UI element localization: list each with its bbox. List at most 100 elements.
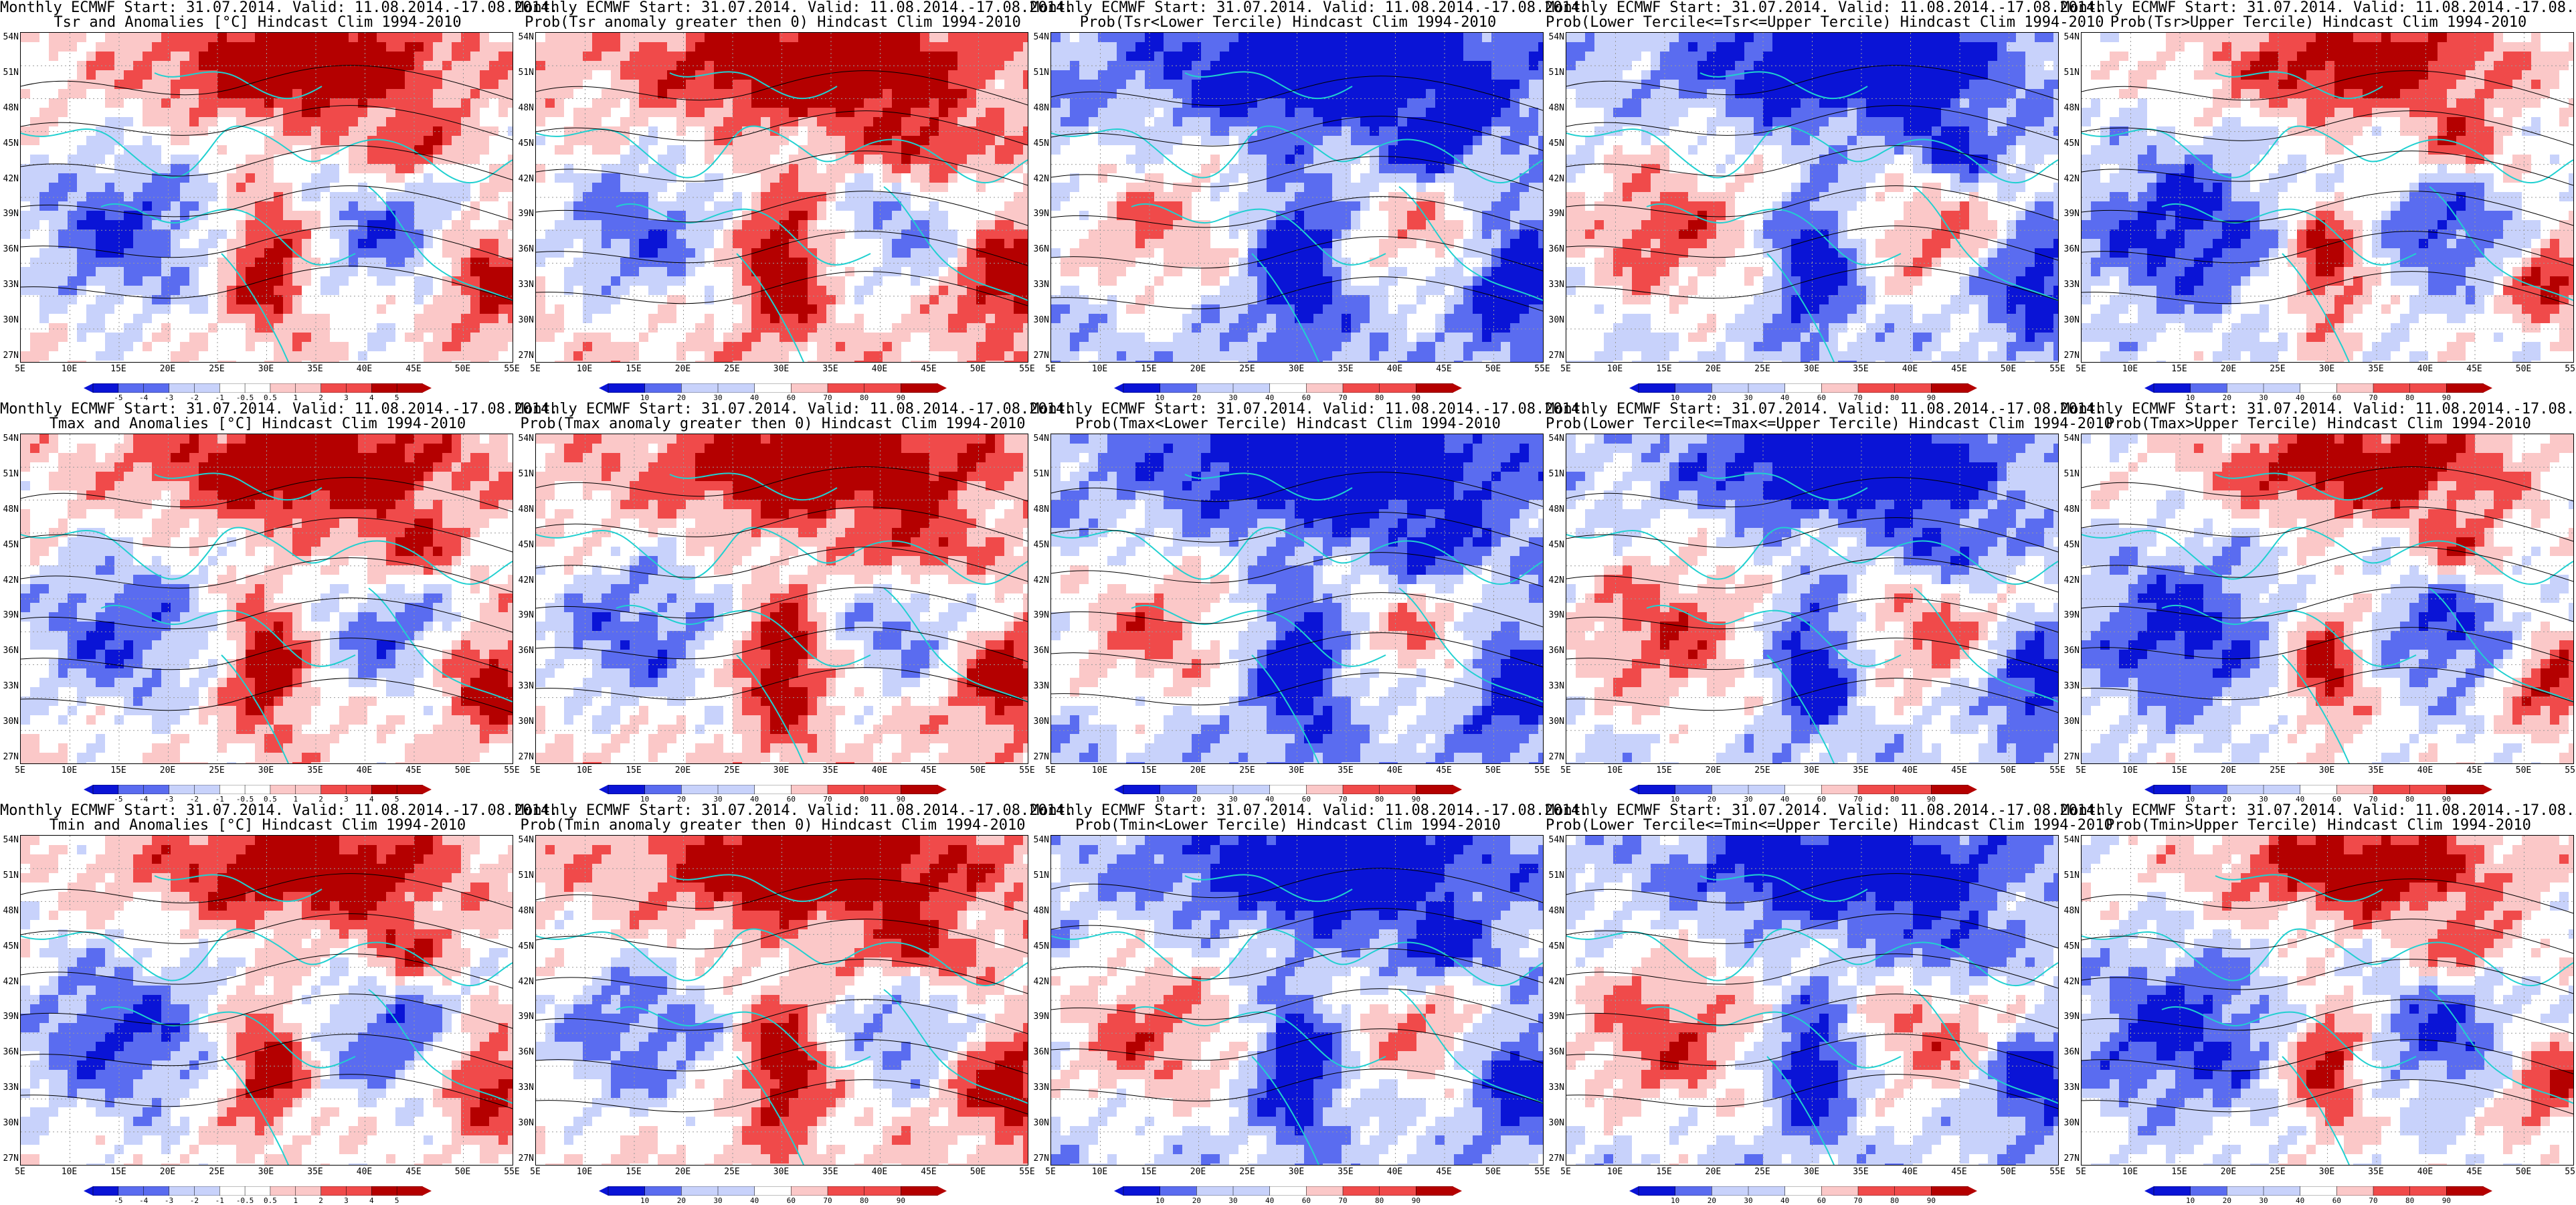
map-panel: Monthly ECMWF Start: 31.07.2014. Valid: …: [2061, 803, 2576, 1204]
y-tick-label: 45N: [515, 540, 534, 550]
x-tick-label: 5E: [7, 364, 33, 374]
panel-title-line2: Prob(Tmax>Upper Tercile) Hindcast Clim 1…: [2061, 416, 2576, 432]
colorbar-tick-label: 20: [1186, 1196, 1206, 1205]
y-tick-label: 39N: [1030, 1012, 1049, 1022]
x-tick-label: 50E: [965, 1167, 992, 1177]
colorbar-tick-label: 40: [1260, 1196, 1280, 1205]
colorbar-tick-label: 3: [336, 1196, 356, 1205]
x-tick-label: 5E: [1037, 1167, 1064, 1177]
colorbar: [599, 784, 947, 794]
x-tick-label: 20E: [670, 1167, 697, 1177]
y-tick-label: 42N: [1030, 174, 1049, 184]
colorbar: [84, 1186, 432, 1195]
x-tick-label: 35E: [1332, 364, 1359, 374]
x-tick-label: 35E: [2363, 765, 2389, 775]
y-tick-label: 30N: [2061, 315, 2080, 325]
x-tick-label: 15E: [2166, 765, 2193, 775]
map-panel: Monthly ECMWF Start: 31.07.2014. Valid: …: [1030, 803, 1546, 1204]
y-tick-label: 54N: [515, 434, 534, 444]
colorbar-tick-label: 2: [311, 1196, 331, 1205]
y-tick-label: 33N: [2061, 280, 2080, 290]
colorbar-tick-label: 60: [1811, 1196, 1831, 1205]
panel-title-line2: Prob(Tsr anomaly greater then 0) Hindcas…: [515, 15, 1030, 31]
x-tick-label: 35E: [1847, 364, 1874, 374]
x-tick-label: 25E: [1749, 765, 1776, 775]
x-tick-label: 50E: [1995, 765, 2022, 775]
x-tick-label: 10E: [56, 364, 83, 374]
x-tick-label: 35E: [1332, 1167, 1359, 1177]
y-tick-label: 54N: [1030, 434, 1049, 444]
colorbar-tick-label: -0.5: [235, 1196, 255, 1205]
colorbar: [84, 383, 432, 392]
x-tick-label: 25E: [719, 765, 745, 775]
x-tick-label: 10E: [56, 765, 83, 775]
y-tick-label: 54N: [1546, 835, 1564, 845]
x-tick-label: 45E: [1431, 765, 1457, 775]
x-tick-label: 45E: [2461, 364, 2488, 374]
x-tick-label: 30E: [1283, 765, 1310, 775]
y-tick-label: 33N: [2061, 1083, 2080, 1093]
x-tick-label: 15E: [1651, 765, 1677, 775]
x-tick-label: 25E: [1234, 364, 1261, 374]
x-tick-label: 30E: [253, 364, 280, 374]
x-tick-label: 20E: [1185, 364, 1212, 374]
x-tick-label: 15E: [2166, 364, 2193, 374]
x-tick-label: 20E: [670, 765, 697, 775]
colorbar-tick-label: 90: [891, 1196, 911, 1205]
colorbar: [1629, 784, 1977, 794]
y-tick-label: 30N: [1030, 717, 1049, 727]
x-tick-label: 30E: [2314, 1167, 2340, 1177]
x-tick-label: 5E: [1037, 765, 1064, 775]
colorbar-tick-label: 40: [1775, 1196, 1795, 1205]
map-panel: Monthly ECMWF Start: 31.07.2014. Valid: …: [515, 803, 1030, 1204]
colorbar-tick-label: 40: [2290, 1196, 2310, 1205]
colorbar: [1114, 1186, 1462, 1195]
x-tick-label: 30E: [1283, 1167, 1310, 1177]
x-tick-label: 40E: [2412, 1167, 2439, 1177]
y-tick-label: 36N: [2061, 646, 2080, 656]
y-tick-label: 39N: [1030, 610, 1049, 620]
map-area: [535, 835, 1028, 1166]
x-tick-label: 40E: [1382, 765, 1408, 775]
y-tick-label: 27N: [515, 351, 534, 361]
x-tick-label: 5E: [7, 1167, 33, 1177]
x-tick-label: 30E: [1799, 765, 1825, 775]
x-tick-label: 10E: [1602, 364, 1629, 374]
x-tick-label: 15E: [2166, 1167, 2193, 1177]
y-tick-label: 51N: [0, 870, 19, 880]
x-tick-label: 45E: [1946, 765, 1972, 775]
x-tick-label: 5E: [1037, 364, 1064, 374]
y-tick-label: 39N: [1546, 209, 1564, 219]
colorbar: [1114, 383, 1462, 392]
y-tick-label: 45N: [2061, 941, 2080, 951]
x-tick-label: 55E: [2559, 1167, 2576, 1177]
x-tick-label: 10E: [56, 1167, 83, 1177]
y-tick-label: 39N: [2061, 610, 2080, 620]
y-tick-label: 39N: [515, 209, 534, 219]
x-tick-label: 35E: [817, 765, 844, 775]
y-tick-label: 54N: [515, 835, 534, 845]
colorbar-tick-label: 4: [361, 1196, 381, 1205]
x-tick-label: 45E: [915, 364, 942, 374]
y-tick-label: 51N: [1546, 870, 1564, 880]
x-tick-label: 20E: [2215, 364, 2242, 374]
y-tick-label: 33N: [0, 280, 19, 290]
colorbar-tick-label: -5: [108, 1196, 128, 1205]
colorbar-tick-label: 10: [2181, 1196, 2201, 1205]
x-tick-label: 40E: [1897, 1167, 1924, 1177]
x-tick-label: 15E: [1651, 1167, 1677, 1177]
colorbar-tick-label: -1: [209, 1196, 229, 1205]
x-tick-label: 25E: [2264, 1167, 2291, 1177]
map-panel: Monthly ECMWF Start: 31.07.2014. Valid: …: [0, 0, 515, 401]
x-tick-label: 40E: [351, 765, 378, 775]
x-tick-label: 50E: [1480, 765, 1507, 775]
colorbar: [1114, 784, 1462, 794]
colorbar-tick-label: 90: [2436, 1196, 2456, 1205]
y-tick-label: 27N: [1030, 351, 1049, 361]
x-tick-label: 45E: [915, 765, 942, 775]
y-tick-label: 42N: [1030, 575, 1049, 585]
y-tick-label: 27N: [2061, 351, 2080, 361]
x-tick-label: 45E: [400, 1167, 427, 1177]
x-tick-label: 35E: [817, 1167, 844, 1177]
y-tick-label: 30N: [515, 315, 534, 325]
